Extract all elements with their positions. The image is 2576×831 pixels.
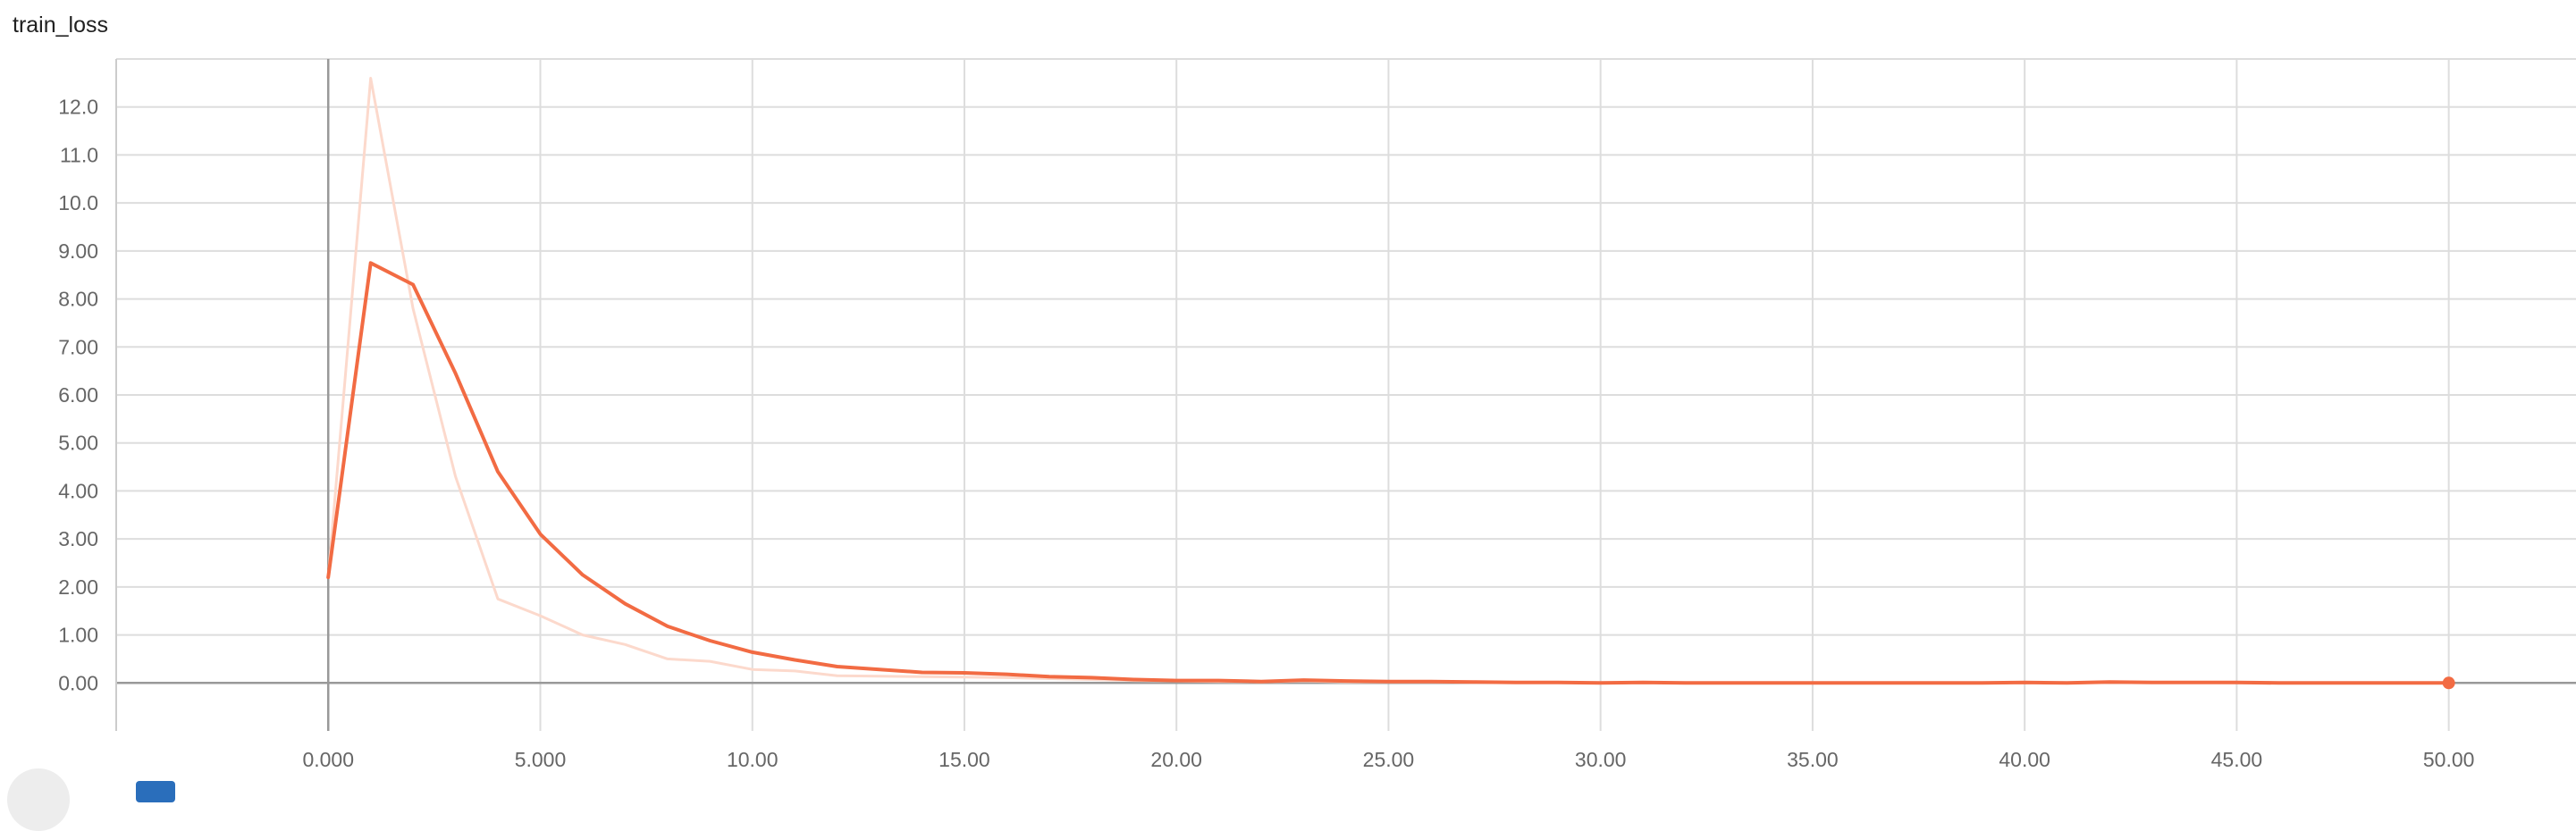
y-tick-label: 1.00 xyxy=(58,624,98,647)
y-tick-label: 0.00 xyxy=(58,671,98,694)
y-tick-label: 8.00 xyxy=(58,288,98,311)
series-layer xyxy=(326,77,2455,690)
y-tick-label: 3.00 xyxy=(58,527,98,550)
grid-layer xyxy=(116,58,2576,731)
x-tick-label: 0.000 xyxy=(302,748,354,771)
tick-labels: 0.00 1.00 2.00 3.00 4.00 5.00 6.00 7.00 8.00 9.00… xyxy=(58,96,2474,771)
chart-title: train_loss xyxy=(13,13,108,38)
y-tick-label: 7.00 xyxy=(58,335,98,358)
y-tick-label: 12.0 xyxy=(58,96,98,119)
y-tick-label: 9.00 xyxy=(58,239,98,263)
x-tick-label: 10.00 xyxy=(727,748,779,771)
y-tick-label: 11.0 xyxy=(60,143,98,166)
x-tick-label: 25.00 xyxy=(1363,748,1415,771)
y-tick-label: 5.00 xyxy=(58,432,98,455)
last-point-marker xyxy=(2442,676,2455,690)
square-icon[interactable] xyxy=(136,781,175,802)
x-tick-label: 30.00 xyxy=(1575,748,1627,771)
y-tick-label: 10.0 xyxy=(58,191,98,214)
x-tick-label: 50.00 xyxy=(2423,748,2475,771)
x-tick-label: 45.00 xyxy=(2211,748,2263,771)
y-tick-label: 6.00 xyxy=(58,383,98,407)
x-tick-label: 40.00 xyxy=(1999,748,2050,771)
x-tick-label: 35.00 xyxy=(1787,748,1839,771)
x-tick-label: 5.000 xyxy=(515,748,567,771)
x-tick-label: 15.00 xyxy=(939,748,990,771)
train-loss-chart[interactable]: 0.00 1.00 2.00 3.00 4.00 5.00 6.00 7.00 8.00 9.00… xyxy=(0,0,2576,786)
smoothed-loss-line xyxy=(326,261,2451,685)
y-tick-label: 2.00 xyxy=(58,575,98,599)
circle-icon[interactable] xyxy=(7,768,70,831)
x-tick-label: 20.00 xyxy=(1150,748,1202,771)
y-tick-label: 4.00 xyxy=(58,479,98,502)
